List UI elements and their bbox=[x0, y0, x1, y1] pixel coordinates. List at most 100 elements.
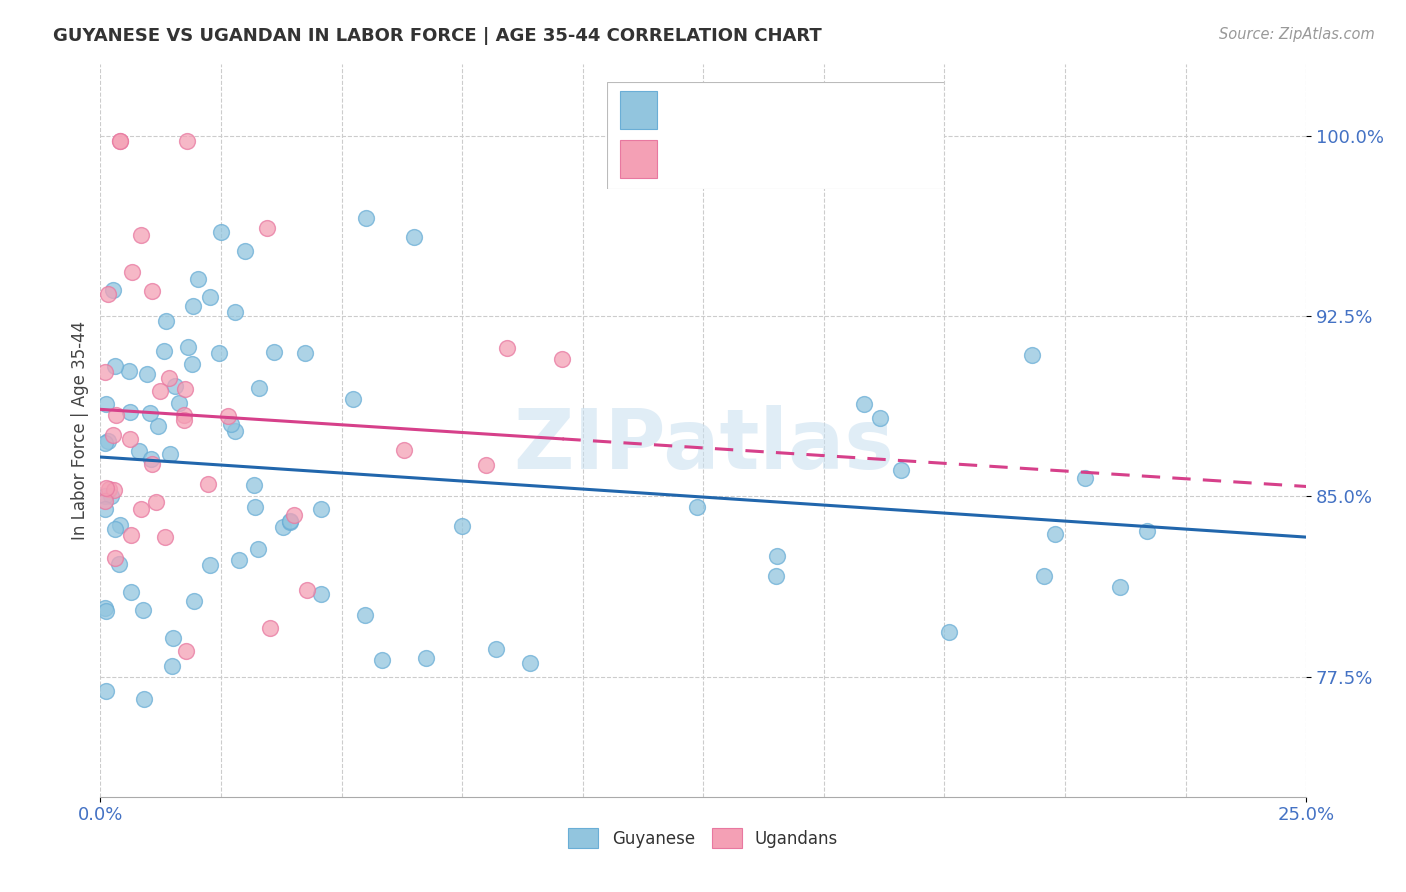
Point bbox=[394, 442, 416, 457]
Point bbox=[104, 551, 127, 566]
Point bbox=[402, 230, 425, 244]
Point bbox=[247, 542, 270, 557]
Point bbox=[108, 134, 131, 148]
Point bbox=[145, 495, 167, 509]
Point bbox=[283, 508, 305, 523]
Point bbox=[159, 447, 181, 461]
Point bbox=[173, 408, 195, 422]
Point bbox=[153, 344, 176, 359]
Point bbox=[141, 284, 163, 298]
Text: ZIPatlas: ZIPatlas bbox=[513, 405, 894, 485]
Point bbox=[890, 462, 912, 476]
Point bbox=[173, 382, 195, 396]
Point bbox=[129, 502, 152, 516]
Point bbox=[162, 631, 184, 645]
Point bbox=[263, 345, 285, 359]
Point bbox=[765, 569, 787, 583]
Point bbox=[309, 502, 332, 516]
Point bbox=[94, 396, 117, 410]
Y-axis label: In Labor Force | Age 35-44: In Labor Force | Age 35-44 bbox=[72, 321, 89, 540]
Point bbox=[354, 211, 377, 225]
Point bbox=[94, 494, 117, 508]
Point bbox=[224, 424, 246, 438]
Point bbox=[94, 436, 117, 450]
Point bbox=[128, 444, 150, 458]
Point bbox=[153, 530, 176, 544]
Point bbox=[108, 134, 131, 148]
Point bbox=[869, 411, 891, 425]
Point bbox=[353, 607, 375, 622]
Point bbox=[141, 457, 163, 471]
Point bbox=[120, 432, 142, 446]
Point bbox=[105, 408, 128, 422]
Point bbox=[121, 265, 143, 279]
Point bbox=[177, 340, 200, 354]
Point bbox=[163, 379, 186, 393]
Point bbox=[141, 451, 163, 466]
Point bbox=[173, 413, 195, 427]
Point bbox=[174, 643, 197, 657]
Point bbox=[1043, 527, 1066, 541]
Point bbox=[686, 500, 709, 514]
Point bbox=[96, 684, 118, 698]
Point bbox=[94, 481, 117, 495]
Point bbox=[181, 299, 204, 313]
Point bbox=[278, 515, 301, 529]
Point bbox=[450, 519, 472, 533]
Legend: Guyanese, Ugandans: Guyanese, Ugandans bbox=[562, 822, 845, 855]
Point bbox=[157, 371, 180, 385]
Point bbox=[415, 651, 437, 665]
Point bbox=[96, 604, 118, 618]
Point bbox=[100, 489, 122, 503]
Point bbox=[551, 351, 574, 366]
Point bbox=[370, 653, 392, 667]
Text: Source: ZipAtlas.com: Source: ZipAtlas.com bbox=[1219, 27, 1375, 42]
Point bbox=[233, 244, 256, 259]
Point bbox=[149, 384, 172, 398]
Point bbox=[519, 656, 541, 670]
Point bbox=[108, 518, 131, 533]
Point bbox=[496, 341, 519, 355]
Point bbox=[94, 489, 117, 503]
Point bbox=[1136, 524, 1159, 539]
Point bbox=[295, 582, 318, 597]
Point bbox=[136, 368, 159, 382]
Point bbox=[256, 220, 278, 235]
Point bbox=[108, 558, 131, 572]
Point bbox=[118, 364, 141, 378]
Point bbox=[160, 659, 183, 673]
Text: GUYANESE VS UGANDAN IN LABOR FORCE | AGE 35-44 CORRELATION CHART: GUYANESE VS UGANDAN IN LABOR FORCE | AGE… bbox=[53, 27, 823, 45]
Point bbox=[187, 272, 209, 286]
Point bbox=[209, 225, 232, 239]
Point bbox=[200, 558, 222, 572]
Point bbox=[120, 585, 142, 599]
Point bbox=[103, 483, 125, 498]
Point bbox=[120, 528, 142, 542]
Point bbox=[94, 502, 117, 516]
Point bbox=[219, 417, 242, 431]
Point bbox=[311, 587, 333, 601]
Point bbox=[1073, 470, 1095, 484]
Point bbox=[249, 381, 271, 395]
Point bbox=[104, 523, 127, 537]
Point bbox=[1033, 569, 1056, 583]
Point bbox=[94, 366, 117, 380]
Point bbox=[101, 283, 124, 297]
Point bbox=[243, 478, 266, 492]
Point bbox=[766, 549, 789, 564]
Point bbox=[938, 625, 960, 640]
Point bbox=[294, 346, 316, 360]
Point bbox=[217, 409, 239, 423]
Point bbox=[132, 603, 155, 617]
Point bbox=[485, 641, 508, 656]
Point bbox=[271, 520, 294, 534]
Point bbox=[101, 427, 124, 442]
Point bbox=[243, 500, 266, 515]
Point bbox=[853, 397, 876, 411]
Point bbox=[139, 405, 162, 419]
Point bbox=[259, 621, 281, 635]
Point bbox=[97, 434, 120, 448]
Point bbox=[228, 553, 250, 567]
Point bbox=[129, 228, 152, 243]
Point bbox=[1108, 580, 1130, 594]
